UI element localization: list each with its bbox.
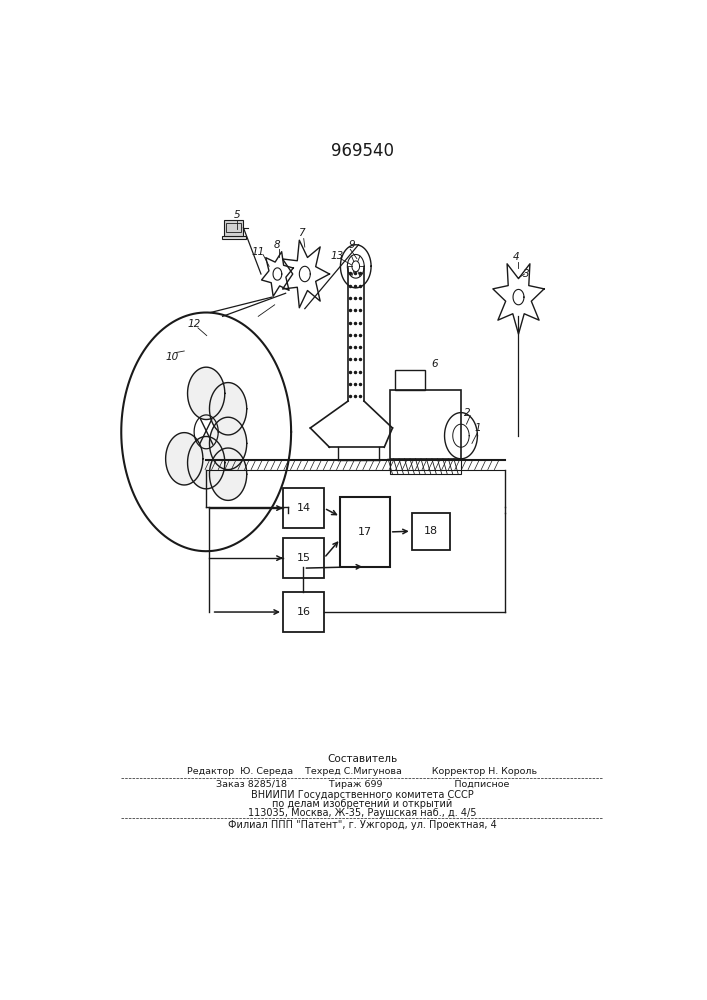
Text: 4: 4	[513, 252, 519, 262]
Text: Филиал ППП "Патент", г. Ужгород, ул. Проектная, 4: Филиал ППП "Патент", г. Ужгород, ул. Про…	[228, 820, 497, 830]
Text: 5: 5	[234, 210, 240, 220]
Polygon shape	[223, 220, 243, 235]
Text: 6: 6	[431, 359, 438, 369]
Text: Редактор  Ю. Середа    Техред С.Мигунова          Корректор Н. Король: Редактор Ю. Середа Техред С.Мигунова Кор…	[187, 767, 537, 776]
Text: 7: 7	[298, 228, 304, 238]
Text: 3: 3	[523, 269, 530, 279]
Text: 16: 16	[296, 607, 310, 617]
Text: 8: 8	[274, 240, 281, 250]
Text: 10: 10	[165, 352, 179, 362]
Text: 14: 14	[296, 503, 310, 513]
Text: 18: 18	[423, 526, 438, 536]
Text: Составитель: Составитель	[327, 754, 397, 764]
Text: 113035, Москва, Ж-35, Раушская наб., д. 4/5: 113035, Москва, Ж-35, Раушская наб., д. …	[248, 808, 477, 818]
Text: 11: 11	[252, 247, 265, 257]
Text: 12: 12	[187, 319, 201, 329]
Polygon shape	[209, 448, 247, 500]
Text: 969540: 969540	[331, 142, 394, 160]
Polygon shape	[187, 367, 225, 420]
Text: 13: 13	[330, 251, 344, 261]
Text: по делам изобретений и открытий: по делам изобретений и открытий	[272, 799, 452, 809]
Text: 17: 17	[358, 527, 372, 537]
Polygon shape	[165, 433, 203, 485]
Text: 1: 1	[474, 423, 481, 433]
Text: 15: 15	[296, 553, 310, 563]
Polygon shape	[209, 417, 247, 470]
Polygon shape	[221, 235, 245, 239]
Polygon shape	[187, 436, 225, 489]
Polygon shape	[209, 383, 247, 435]
Text: Заказ 8285/18              Тираж 699                        Подписное: Заказ 8285/18 Тираж 699 Подписное	[216, 780, 509, 789]
Text: ВНИИПИ Государственного комитета СССР: ВНИИПИ Государственного комитета СССР	[251, 790, 474, 800]
Text: 2: 2	[464, 408, 471, 418]
Text: 9: 9	[348, 240, 355, 250]
